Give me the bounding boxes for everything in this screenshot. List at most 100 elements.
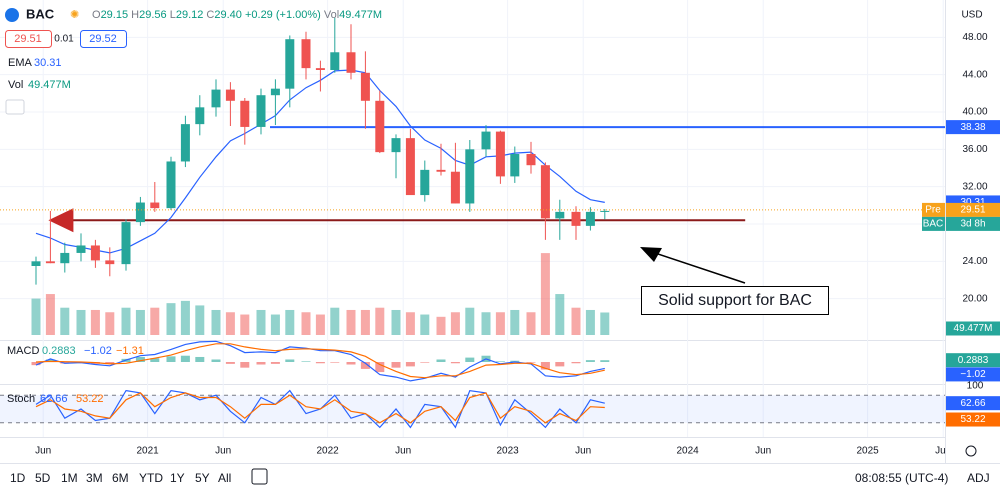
value: 29.12 [176, 9, 204, 21]
macd-tag [946, 367, 1000, 382]
candle-body [495, 131, 505, 177]
x-tick-label: Jun [35, 446, 51, 457]
macd-histogram-bar [391, 362, 401, 368]
indicator-name: Stoch [7, 393, 35, 405]
candle-body [330, 52, 340, 70]
change: +0.29 (+1.00%) [245, 9, 321, 21]
annotation-arrow [654, 252, 746, 284]
candle-body [315, 68, 325, 70]
sell-button[interactable] [5, 30, 52, 48]
price-tag-prefix [922, 202, 945, 217]
macd-histogram-bar [31, 362, 41, 366]
macd-histogram-bar [135, 356, 145, 362]
macd-histogram-bar [510, 360, 520, 362]
candle-body [481, 131, 491, 150]
volume-tag [946, 321, 1000, 336]
price-tag [946, 120, 1000, 135]
indicator-name: Vol [8, 79, 23, 91]
volume-bar [526, 312, 536, 335]
macd-histogram-bar [540, 362, 550, 370]
status-icon: ✺ [70, 9, 79, 21]
candle-body [270, 88, 280, 96]
calendar-icon[interactable] [251, 468, 268, 485]
volume-bar [375, 307, 385, 335]
candle-body [405, 138, 415, 196]
arrow-marker [48, 208, 74, 233]
bid[interactable]: 29.51 [14, 33, 42, 45]
stoch-tag [946, 396, 1000, 411]
range-button[interactable]: 1Y [170, 471, 185, 485]
candle-body [195, 107, 205, 125]
x-tick-label: 2024 [676, 446, 699, 457]
volume-bar [195, 305, 205, 335]
volume-bar [405, 312, 415, 335]
range-button[interactable]: YTD [139, 471, 163, 485]
macd-histogram-bar [436, 359, 446, 362]
x-tick-label: 2022 [316, 446, 339, 457]
price-tag [946, 202, 1000, 217]
volume-bar [346, 309, 356, 335]
macd-histogram-bar [180, 355, 190, 362]
price-tag-label: 38.38 [960, 122, 985, 133]
macd-tag [946, 353, 1000, 368]
candle-body [450, 171, 460, 204]
candle-body [135, 202, 145, 223]
range-button[interactable]: 5Y [195, 471, 210, 485]
macd-histogram-bar [600, 360, 610, 362]
volume-bar [211, 309, 221, 335]
volume-bar [540, 253, 550, 335]
status-tag-prefix [922, 216, 945, 231]
ohlc: O29.15 H29.56 L29.12 C29.40 +0.29 (+1.00… [92, 9, 382, 21]
volume-bar [121, 307, 131, 335]
candle-body [465, 149, 475, 204]
range-button[interactable]: 3M [86, 471, 103, 485]
macd-histogram-bar [301, 361, 311, 362]
adj-toggle[interactable]: ADJ [967, 471, 990, 485]
range-button[interactable]: 1M [61, 471, 78, 485]
status-tag-label: 3d 8h [960, 219, 985, 230]
candle-body [436, 169, 446, 172]
indicator-name: MACD [7, 345, 39, 357]
price-tag-prefix-label: Pre [925, 205, 941, 216]
macd-histogram-bar [45, 359, 55, 362]
value: 29.40 [214, 9, 242, 21]
candle-body [225, 89, 235, 101]
macd-histogram-bar [105, 362, 115, 364]
range-button[interactable]: 5D [35, 471, 51, 485]
volume-bar [481, 312, 491, 335]
x-tick-label: Jun [935, 446, 951, 457]
label: L [170, 9, 176, 21]
indicator-value: 53.22 [76, 393, 104, 405]
candle-body [240, 100, 250, 127]
x-tick-label: Jun [215, 446, 231, 457]
macd-histogram-bar [150, 358, 160, 362]
ask[interactable]: 29.52 [89, 33, 117, 45]
macd-line [35, 340, 605, 382]
macd-histogram-bar [450, 362, 460, 364]
symbol[interactable]: BAC [26, 6, 55, 21]
collapse-button[interactable] [5, 99, 25, 115]
macd-tag-label: 0.2883 [958, 355, 989, 366]
candle-body [60, 252, 70, 264]
currency[interactable]: USD [961, 10, 982, 21]
buy-button[interactable] [80, 30, 127, 48]
range-button[interactable]: 1D [10, 471, 26, 485]
header: BAC ✺ O29.15 H29.56 L29.12 C29.40 +0.29 … [5, 6, 382, 405]
macd-histogram-bar [270, 362, 280, 364]
macd-histogram-bar [375, 362, 385, 373]
volume-bar [360, 309, 370, 335]
candle-body [571, 211, 581, 226]
volume-bar [465, 307, 475, 335]
x-tick-label: Jun [575, 446, 591, 457]
macd-histogram-bar [585, 360, 595, 362]
range-button[interactable]: All [218, 471, 231, 485]
settings-icon[interactable] [965, 445, 977, 457]
range-button[interactable]: 6M [112, 471, 129, 485]
volume-bar [571, 307, 581, 335]
volume-tag-label: 49.477M [954, 323, 993, 334]
macd-histogram-bar [166, 356, 176, 362]
candle-body [166, 161, 176, 209]
x-tick-label: Jun [755, 446, 771, 457]
candle-body [31, 261, 41, 266]
macd-histogram-bar [330, 362, 340, 363]
